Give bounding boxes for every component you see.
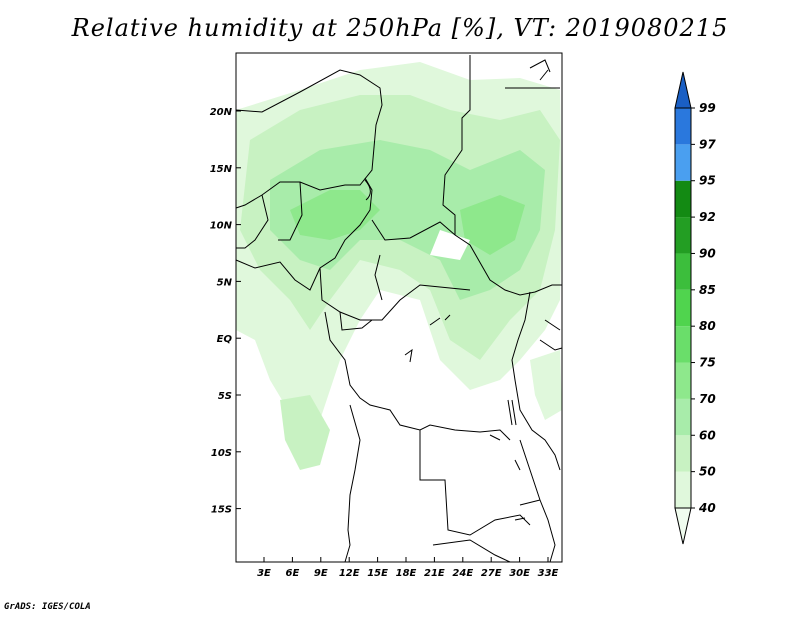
lon-tick-label: 24E	[452, 568, 473, 579]
lon-tick-label: 30E	[509, 568, 530, 579]
colorbar-level-label: 75	[699, 356, 716, 370]
colorbar-bin	[675, 326, 691, 363]
lon-tick-label: 21E	[424, 568, 445, 579]
lat-tick-label: 10S	[211, 448, 232, 459]
colorbar-level-label: 95	[699, 174, 716, 188]
lon-tick-label: 3E	[257, 568, 271, 579]
lon-tick-label: 27E	[481, 568, 502, 579]
colorbar-bin-high	[674, 71, 692, 109]
lat-tick-label: 15S	[211, 505, 232, 516]
lon-tick-label: 6E	[286, 568, 300, 579]
colorbar-bin	[675, 217, 691, 254]
colorbar-level-label: 85	[699, 283, 716, 297]
country-borders	[235, 55, 563, 563]
lon-tick-label: 33E	[538, 568, 559, 579]
colorbar-level-label: 97	[699, 137, 716, 151]
lat-tick-label: EQ	[217, 334, 233, 345]
colorbar-level-label: 50	[699, 465, 716, 479]
map-frame	[235, 52, 563, 563]
colorbar: 40 50 60 70 75 80 85 90 92 95 97 99	[674, 71, 716, 545]
colorbar-bin-low	[674, 507, 692, 545]
colorbar-level-label: 90	[699, 246, 716, 260]
lon-tick-label: 12E	[339, 568, 360, 579]
colorbar-bin	[675, 471, 691, 508]
colorbar-bin	[675, 398, 691, 436]
lat-tick-label: 15N	[210, 164, 233, 175]
colorbar-level-label: 99	[699, 101, 716, 115]
colorbar-bin	[675, 362, 691, 399]
colorbar-level-label: 70	[699, 392, 716, 406]
colorbar-outline	[674, 107, 692, 509]
colorbar-bin	[675, 253, 691, 290]
lon-tick-label: 18E	[396, 568, 417, 579]
longitude-axis: 3E 6E 9E 12E 15E 18E 21E 24E 27E 30E 33E	[257, 557, 559, 579]
colorbar-bin	[675, 435, 691, 472]
lon-tick-label: 15E	[367, 568, 388, 579]
humidity-shading	[236, 62, 562, 470]
colorbar-level-label: 60	[699, 428, 716, 442]
lon-tick-label: 9E	[314, 568, 328, 579]
grads-credit: GrADS: IGES/COLA	[4, 602, 91, 612]
lat-tick-label: 5S	[218, 391, 232, 402]
colorbar-bin	[675, 289, 691, 327]
colorbar-bin	[675, 144, 691, 181]
colorbar-level-label: 92	[699, 210, 716, 224]
lat-tick-label: 20N	[210, 107, 233, 118]
colorbar-level-label: 40	[698, 501, 716, 515]
lat-tick-label: 10N	[210, 221, 233, 232]
map-title: Relative humidity at 250hPa [%], VT: 201…	[71, 14, 729, 42]
lat-tick-label: 5N	[217, 277, 233, 288]
colorbar-bin	[675, 108, 691, 145]
colorbar-bin	[675, 180, 691, 218]
colorbar-level-label: 80	[699, 319, 716, 333]
latitude-axis: 20N 15N 10N 5N EQ 5S 10S 15S	[210, 107, 241, 516]
